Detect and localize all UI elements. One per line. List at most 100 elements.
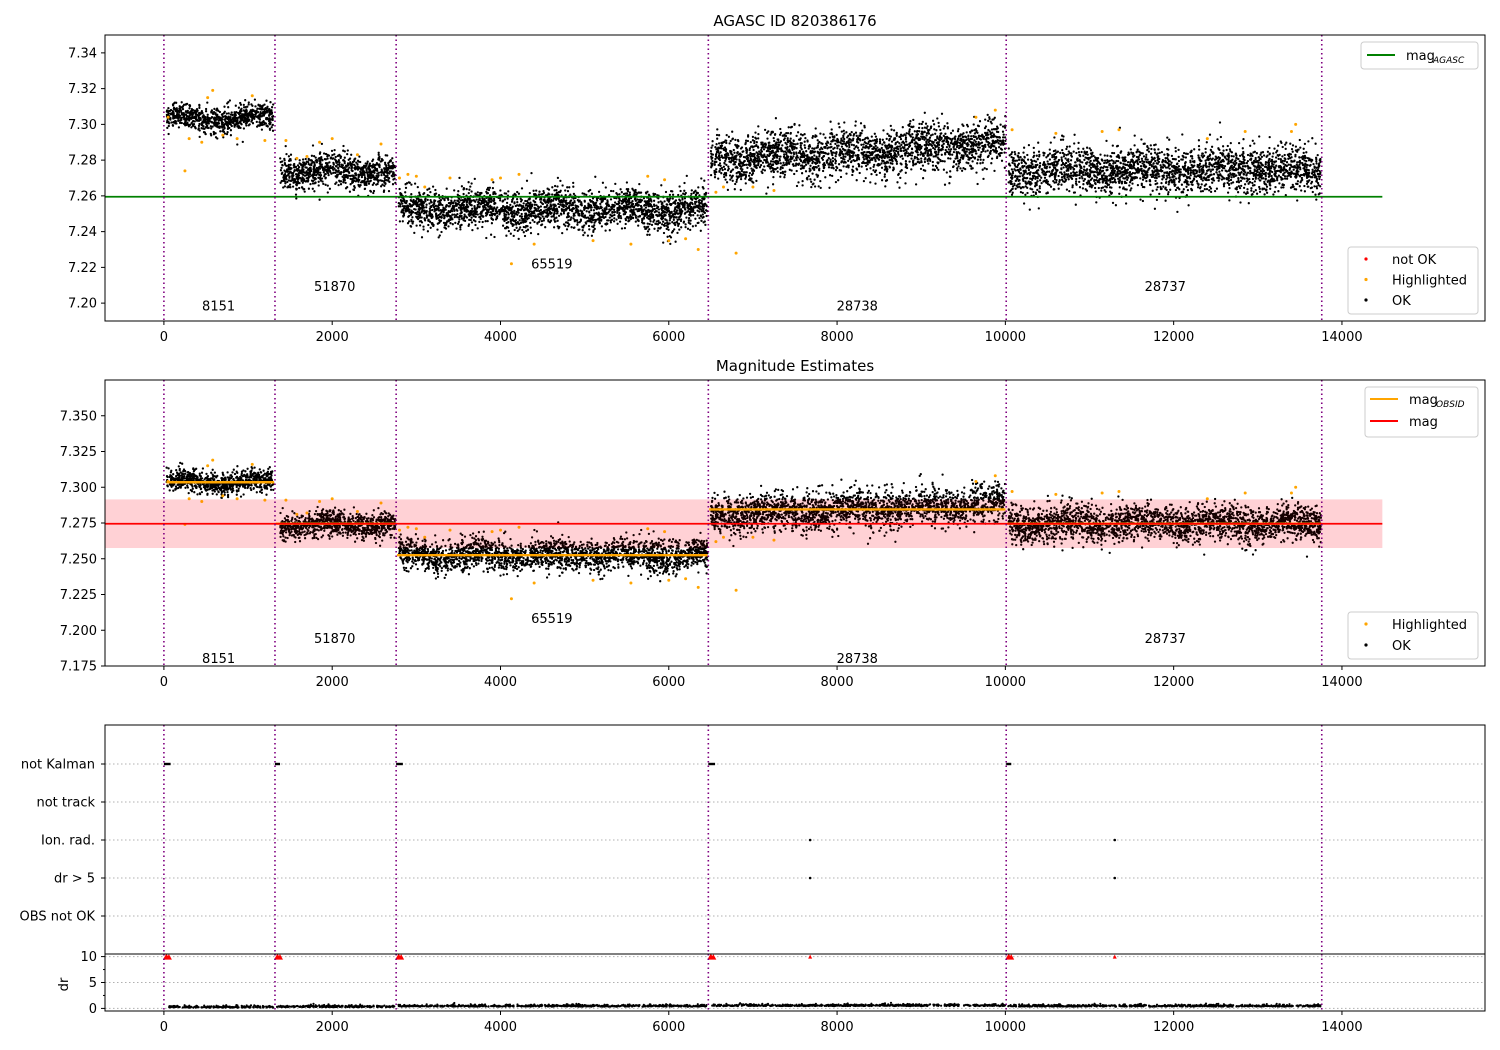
p1-highlighted-point [183, 169, 187, 173]
p2-ytick-label: 7.250 [60, 552, 97, 567]
p2-highlighted-point [721, 535, 725, 539]
p2-highlighted-point [1289, 491, 1293, 495]
p1-highlighted-point [993, 108, 997, 112]
p2-highlighted-point [1205, 497, 1209, 501]
p1-obsid-label: 51870 [314, 280, 355, 295]
p2-ytick-label: 7.175 [60, 660, 97, 675]
p2-highlighted-point [355, 510, 359, 514]
flag-points-cluster [708, 762, 716, 766]
p1-highlighted-point [1243, 130, 1247, 134]
p4-xtick-label: 6000 [652, 1020, 685, 1035]
dr-notok-marker [1005, 953, 1015, 960]
axes-frame-agasc [104, 34, 1486, 322]
p1-ytick-label: 7.24 [68, 225, 97, 240]
legend-swatch-ok [1364, 643, 1368, 647]
p1-ok-segment-3 [709, 111, 1007, 195]
legend-swatch-not-ok [1364, 257, 1368, 261]
p2-highlighted-point [211, 458, 215, 462]
p2-xtick-label: 10000 [985, 675, 1026, 690]
p2-highlighted-point [498, 528, 502, 532]
dr-segment-4 [1007, 1002, 1322, 1008]
legend-subscript-agasc: AGASC [1432, 56, 1465, 66]
p1-ok-segment-1 [279, 142, 397, 201]
p2-highlighted-point [406, 525, 410, 529]
flag-points-cluster [396, 762, 403, 766]
panel-magnitude-estimates: Magnitude Estimates 8151 51870 65519 28738 2… [60, 357, 1486, 690]
p1-highlighted-point [423, 185, 427, 189]
panel-agasc: AGASC ID 820386176 8151 51870 65519 28738 28… [68, 12, 1486, 345]
p1-highlighted-point [490, 178, 494, 182]
p2-highlighted-point [490, 530, 494, 534]
p1-ok-segment-0 [165, 98, 275, 146]
dr-notok-marker [395, 953, 405, 960]
p1-highlighted-point [629, 242, 633, 246]
p1-highlighted-point [684, 237, 688, 241]
p1-xtick-label: 2000 [316, 330, 349, 345]
p2-highlighted-point [448, 528, 452, 532]
p2-ytick-label: 7.350 [60, 409, 97, 424]
p1-highlighted-point [263, 138, 267, 142]
p1-highlighted-point [517, 172, 521, 176]
p1-highlighted-point [355, 153, 359, 157]
flag-label-not-kalman: not Kalman [21, 758, 95, 773]
p1-highlighted-point [591, 239, 595, 243]
p2-xtick-label: 6000 [652, 675, 685, 690]
p1-xtick-label: 6000 [652, 330, 685, 345]
p4-xtick-label: 0 [160, 1020, 168, 1035]
p1-highlighted-point [330, 137, 334, 141]
p1-obsid-label: 28738 [837, 300, 878, 315]
dr-notok-marker [707, 953, 717, 960]
p1-highlighted-point [1205, 137, 1209, 141]
p2-obsid-label: 65519 [531, 612, 572, 627]
p4-xtick-label: 2000 [316, 1020, 349, 1035]
p2-highlighted-point [263, 498, 267, 502]
p1-highlighted-point [235, 137, 239, 141]
panel-title-magnitude-estimates: Magnitude Estimates [716, 357, 874, 375]
dr-notok-marker [273, 953, 283, 960]
p2-highlighted-point [517, 525, 521, 529]
p1-ytick-label: 7.34 [68, 46, 97, 61]
p1-obsid-label: 28737 [1145, 280, 1186, 295]
p2-highlighted-point [532, 581, 536, 585]
legend-label-highlighted: Highlighted [1392, 274, 1467, 289]
dr-segment-3 [711, 1001, 1007, 1008]
p1-highlighted-point [221, 133, 225, 137]
legend-swatch-ok [1364, 298, 1368, 302]
p1-highlighted-point [250, 94, 254, 98]
p2-highlighted-point [284, 498, 288, 502]
p2-highlighted-point [379, 501, 383, 505]
p1-obsid-label: 8151 [202, 300, 235, 315]
p1-highlighted-point [734, 251, 738, 255]
p2-xtick-label: 2000 [316, 675, 349, 690]
p4-xtick-label: 4000 [484, 1020, 517, 1035]
legend-label-mag: mag [1409, 415, 1438, 430]
highlighted-points-agasc [166, 88, 1298, 266]
p1-highlighted-point [187, 137, 191, 141]
p2-xtick-label: 8000 [821, 675, 854, 690]
p1-highlighted-point [211, 88, 215, 92]
p2-highlighted-point [1100, 491, 1104, 495]
p2-obsid-label: 28737 [1145, 632, 1186, 647]
legend-label-not-ok: not OK [1392, 253, 1437, 268]
p2-highlighted-point [206, 464, 210, 468]
p1-ytick-label: 7.28 [68, 154, 97, 169]
flag-point [808, 838, 812, 842]
p4-ytick-label: 10 [80, 950, 97, 965]
p2-highlighted-point [646, 527, 650, 531]
legend-box-status-2 [1347, 611, 1479, 660]
p2-highlighted-point [187, 497, 191, 501]
dr-segment-0 [168, 1004, 275, 1009]
highlighted-points-magnitude [166, 458, 1298, 601]
p1-obsid-label: 65519 [531, 258, 572, 273]
p2-highlighted-point [974, 480, 978, 484]
p1-ytick-label: 7.22 [68, 261, 97, 276]
p2-highlighted-point [318, 500, 322, 504]
p2-obsid-label: 8151 [202, 652, 235, 667]
p1-xtick-label: 4000 [484, 330, 517, 345]
p1-highlighted-point [663, 178, 667, 182]
p4-xtick-label: 12000 [1153, 1020, 1194, 1035]
p1-highlighted-point [721, 185, 725, 189]
p1-highlighted-point [1289, 130, 1293, 134]
flag-points-cluster [1006, 762, 1012, 766]
